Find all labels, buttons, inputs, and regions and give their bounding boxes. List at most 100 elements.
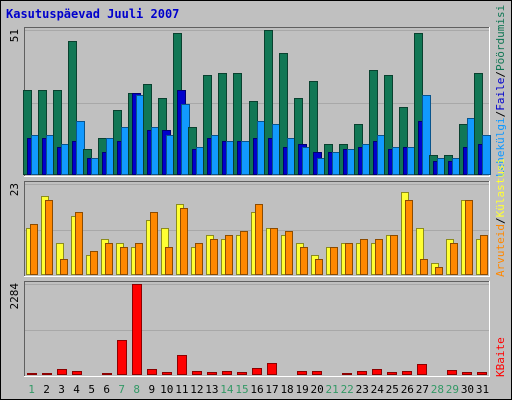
bar-kbaite-day-8	[132, 284, 142, 375]
bar-kbaite-day-11	[177, 355, 187, 375]
bar-kbaite-day-20	[312, 371, 322, 375]
legend-entry: Faile	[494, 78, 507, 111]
bar-külastajad-day-8	[135, 243, 143, 275]
x-tick-label-day-28: 28	[431, 383, 444, 396]
bar-külastajad-day-10	[165, 247, 173, 275]
bar-külastajad-day-15	[240, 231, 248, 275]
bar-külastajad-day-25	[390, 235, 398, 275]
bar-lehekülgi-day-4	[76, 121, 85, 175]
bar-kbaite-day-4	[72, 371, 82, 375]
legend-entry: Arvuteid	[494, 224, 507, 277]
x-tick-label-day-1: 1	[28, 383, 35, 396]
plot-area	[24, 281, 490, 377]
bar-külastajad-day-2	[45, 200, 53, 275]
bar-külastajad-day-17	[270, 228, 278, 275]
x-tick-label-day-21: 21	[326, 383, 339, 396]
legend-entry: /	[494, 111, 507, 118]
y-axis-max-label: 2284	[8, 283, 21, 310]
bar-külastajad-day-27	[420, 259, 428, 275]
bar-külastajad-day-19	[300, 247, 308, 275]
legend-entry: /	[494, 217, 507, 224]
legend-entry: KBaite	[494, 337, 507, 377]
y-axis-max-label: 23	[8, 183, 21, 196]
bar-kbaite-day-19	[297, 371, 307, 375]
x-axis-labels: 1 2 3 4 5 6 7 8 9 10 11 12 13 14 15 16 17 18 19 20 21 22 23 24 2…	[28, 383, 489, 396]
chart-panels: 51Lehekülgi/Faile/Pöördumisi23Arvuteid/K…	[8, 5, 507, 377]
bar-külastajad-day-6	[105, 243, 113, 275]
x-tick-label-day-7: 7	[118, 383, 125, 396]
bar-kbaite-day-6	[102, 373, 112, 375]
bar-kbaite-day-22	[342, 373, 352, 375]
x-tick-label-day-30: 30	[461, 383, 474, 396]
x-tick-label-day-2: 2	[43, 383, 50, 396]
bar-külastajad-day-20	[315, 259, 323, 275]
bar-külastajad-day-16	[255, 204, 263, 275]
chart-title: Kasutuspäevad Juuli 2007	[6, 7, 179, 21]
chart-panel-1: 51 Lehekülgi/Faile/Pöördumisi	[8, 5, 507, 177]
bar-kbaite-day-14	[222, 371, 232, 375]
x-tick-label-day-26: 26	[401, 383, 414, 396]
bar-lehekülgi-day-15	[241, 141, 250, 175]
x-tick-label-day-10: 10	[160, 383, 173, 396]
bar-külastajad-day-22	[345, 243, 353, 275]
x-tick-label-day-15: 15	[235, 383, 248, 396]
bar-kbaite-day-27	[417, 364, 427, 375]
bar-kbaite-day-31	[477, 372, 487, 375]
bar-külastajad-day-9	[150, 212, 158, 275]
x-tick-label-day-24: 24	[371, 383, 385, 396]
bar-külastajad-day-11	[180, 208, 188, 275]
bar-kbaite-day-17	[267, 363, 277, 375]
bar-kbaite-day-15	[237, 372, 247, 375]
bar-külastajad-day-31	[480, 235, 488, 275]
bar-külastajad-day-5	[90, 251, 98, 275]
x-tick-label-day-18: 18	[280, 383, 293, 396]
bar-kbaite-day-7	[117, 340, 127, 375]
x-tick-label-day-5: 5	[88, 383, 95, 396]
bar-külastajad-day-7	[120, 247, 128, 275]
x-tick-label-day-29: 29	[446, 383, 459, 396]
bar-külastajad-day-21	[330, 247, 338, 275]
bar-kbaite-day-13	[207, 372, 217, 375]
chart-panel-2: 23 Arvuteid/Külastusi	[8, 158, 507, 277]
x-tick-label-day-23: 23	[356, 383, 369, 396]
bar-kbaite-day-12	[192, 371, 202, 375]
y-axis-max-label: 51	[8, 29, 21, 42]
bar-külastajad-day-14	[225, 235, 233, 275]
bar-külastajad-day-13	[210, 239, 218, 275]
bar-kbaite-day-30	[462, 372, 472, 375]
bar-külastajad-day-18	[285, 231, 293, 275]
x-tick-label-day-3: 3	[58, 383, 65, 396]
bar-külastajad-day-1	[30, 224, 38, 275]
bar-külastajad-day-28	[435, 267, 443, 275]
x-tick-label-day-17: 17	[265, 383, 278, 396]
x-tick-label-day-4: 4	[73, 383, 80, 396]
bar-kbaite-day-23	[357, 371, 367, 375]
bar-kbaite-day-1	[27, 373, 37, 375]
bar-kbaite-day-26	[402, 371, 412, 375]
panel-legend: Arvuteid/Külastusi	[494, 158, 507, 277]
x-tick-label-day-22: 22	[341, 383, 354, 396]
panel-legend: Lehekülgi/Faile/Pöördumisi	[494, 5, 507, 177]
bar-külastajad-day-4	[75, 212, 83, 275]
x-tick-label-day-16: 16	[250, 383, 263, 396]
x-tick-label-day-12: 12	[190, 383, 203, 396]
x-tick-label-day-8: 8	[133, 383, 140, 396]
chart-panel-3: 2284 KBaite	[8, 281, 507, 377]
bar-kbaite-day-3	[57, 369, 67, 375]
bar-kbaite-day-16	[252, 368, 262, 375]
bar-külastajad-day-24	[375, 239, 383, 275]
bar-kbaite-day-24	[372, 369, 382, 375]
legend-entry: Lehekülgi	[494, 117, 507, 177]
x-tick-label-day-31: 31	[476, 383, 489, 396]
bar-külastajad-day-30	[465, 200, 473, 275]
x-tick-label-day-14: 14	[220, 383, 234, 396]
x-tick-label-day-6: 6	[103, 383, 110, 396]
x-tick-label-day-20: 20	[311, 383, 324, 396]
bar-kbaite-day-9	[147, 369, 157, 375]
x-tick-label-day-19: 19	[295, 383, 308, 396]
bar-kbaite-day-10	[162, 372, 172, 375]
legend-entry: Külastusi	[494, 158, 507, 218]
bar-külastajad-day-26	[405, 200, 413, 275]
